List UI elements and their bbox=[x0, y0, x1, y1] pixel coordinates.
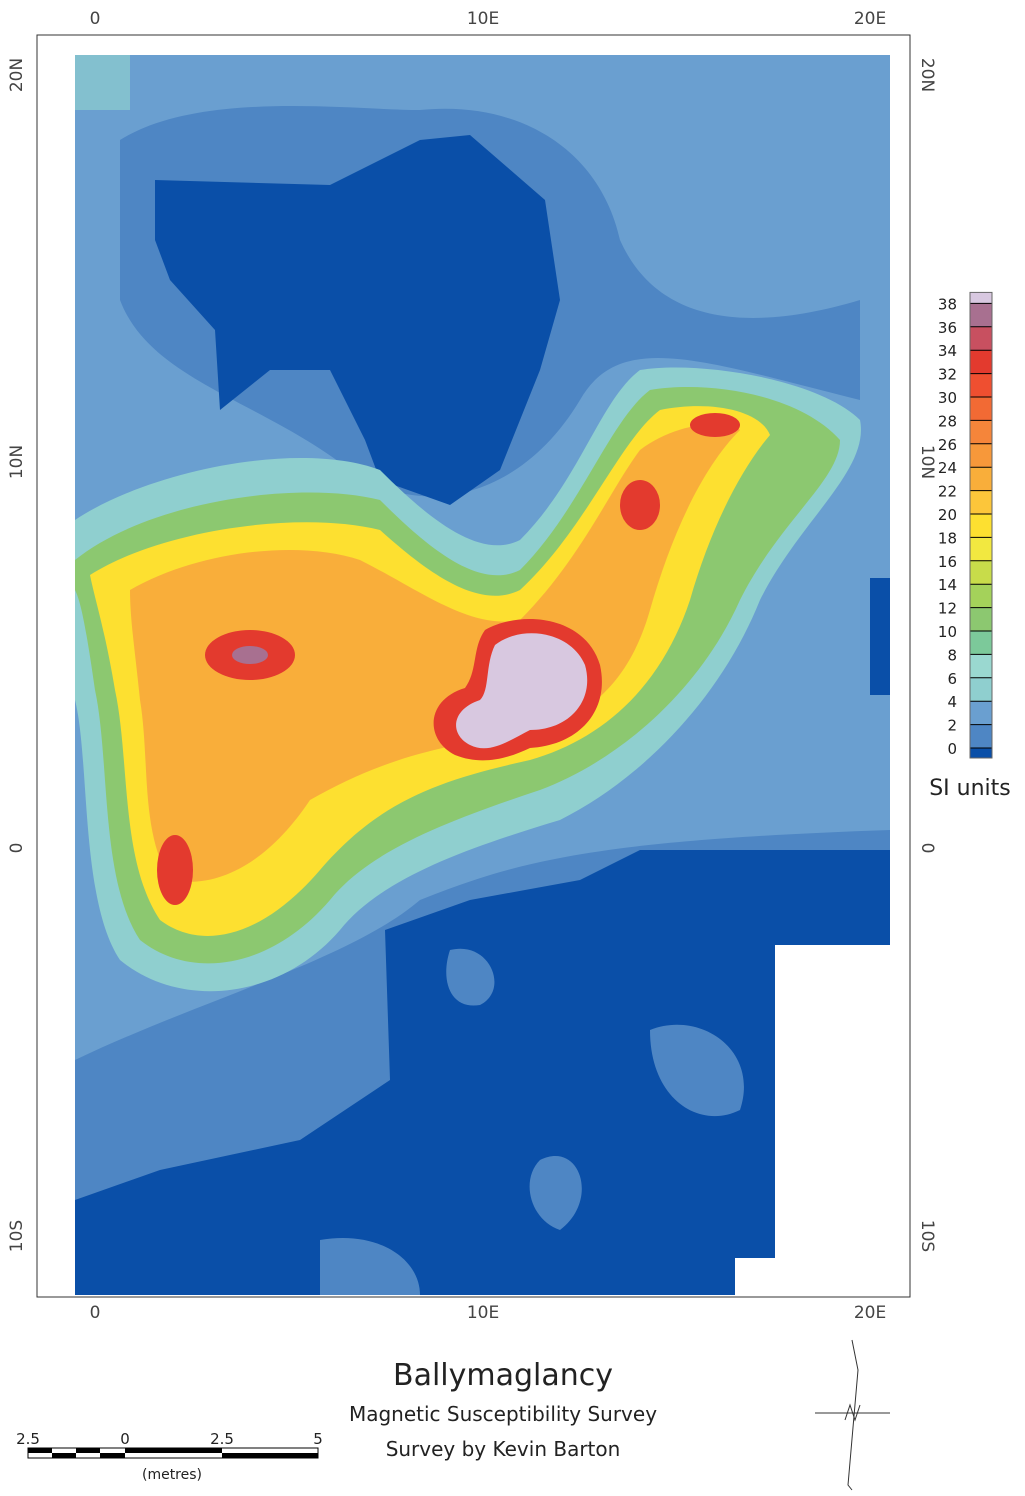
legend-band bbox=[970, 292, 992, 304]
legend-label: 32 bbox=[938, 366, 957, 384]
contour-map bbox=[75, 55, 892, 1297]
legend-label: 22 bbox=[938, 483, 957, 501]
peak-zone bbox=[232, 646, 268, 664]
low-zone bbox=[75, 578, 890, 1295]
legend-band bbox=[970, 303, 992, 327]
legend-band bbox=[970, 350, 992, 374]
legend-label: 10 bbox=[938, 623, 957, 641]
legend-label: 24 bbox=[938, 459, 957, 477]
legend-label: 6 bbox=[947, 670, 957, 688]
legend-band bbox=[970, 326, 992, 351]
legend-label: 20 bbox=[938, 506, 957, 524]
blue-zone bbox=[320, 948, 744, 1295]
top-label: 10E bbox=[467, 9, 499, 29]
legend-band bbox=[970, 514, 992, 538]
bottom-label: 0 bbox=[90, 1303, 101, 1323]
legend-band bbox=[970, 537, 992, 561]
legend-band bbox=[970, 701, 992, 725]
right-label: 20N bbox=[917, 58, 937, 92]
legend-band bbox=[970, 631, 992, 655]
legend-band bbox=[970, 724, 992, 748]
orange-zone bbox=[130, 424, 740, 882]
left-label: 10S bbox=[7, 1220, 27, 1252]
legend-band bbox=[970, 397, 992, 421]
legend-label: 28 bbox=[938, 412, 957, 430]
legend-label: 30 bbox=[938, 389, 957, 407]
peak-zone bbox=[456, 633, 588, 749]
right-label: 10S bbox=[917, 1220, 937, 1252]
legend-label: 0 bbox=[947, 740, 957, 758]
legend-label: 36 bbox=[938, 319, 957, 337]
legend-band bbox=[970, 467, 992, 491]
top-label: 20E bbox=[854, 9, 886, 29]
legend-label: 4 bbox=[947, 693, 957, 711]
legend-band bbox=[970, 677, 992, 702]
scale-label: 5 bbox=[313, 1430, 323, 1448]
scale-label: 0 bbox=[120, 1430, 130, 1448]
title: Ballymaglancy bbox=[393, 1358, 613, 1393]
axes: 0 10E 20E 0 10E 20E 20N 10N 0 10S 20N 10N 0 10S bbox=[7, 9, 937, 1323]
bottom-label: 20E bbox=[854, 1303, 886, 1323]
right-label: 10N bbox=[917, 445, 937, 479]
legend-band bbox=[970, 443, 992, 468]
legend-band bbox=[970, 607, 992, 631]
legend-band bbox=[970, 584, 992, 608]
legend-band bbox=[970, 748, 992, 758]
scale-unit: (metres) bbox=[142, 1467, 202, 1483]
low-zone bbox=[155, 135, 560, 505]
scale-bar bbox=[27, 1447, 319, 1459]
unsurveyed bbox=[735, 945, 892, 1297]
map-frame bbox=[36, 34, 911, 1298]
legend-label: 14 bbox=[938, 576, 957, 594]
right-label: 0 bbox=[917, 843, 937, 854]
legend-label: 34 bbox=[938, 342, 957, 360]
subtitle: Magnetic Susceptibility Survey bbox=[349, 1402, 657, 1426]
legend-band bbox=[970, 373, 992, 397]
legend-label: 26 bbox=[938, 436, 957, 454]
legend-label: 12 bbox=[938, 600, 957, 618]
legend-label: 2 bbox=[947, 717, 957, 735]
legend-label: 18 bbox=[938, 529, 957, 547]
scale-label: 2.5 bbox=[210, 1430, 234, 1448]
legend-unit: SI units bbox=[929, 776, 1011, 801]
legend-band bbox=[970, 420, 992, 444]
bottom-label: 10E bbox=[467, 1303, 499, 1323]
legend-label: 8 bbox=[947, 646, 957, 664]
left-label: 0 bbox=[7, 843, 27, 854]
scale-label: 2.5 bbox=[16, 1430, 40, 1448]
credit: Survey by Kevin Barton bbox=[386, 1437, 621, 1461]
legend-frame bbox=[969, 291, 993, 759]
legend-label: 16 bbox=[938, 553, 957, 571]
left-label: 20N bbox=[7, 58, 27, 92]
legend-band bbox=[970, 490, 992, 514]
legend-label: 38 bbox=[938, 295, 957, 313]
left-label: 10N bbox=[7, 445, 27, 479]
north-arrow bbox=[815, 1339, 890, 1491]
legend-band bbox=[970, 654, 992, 678]
legend-band bbox=[970, 560, 992, 585]
top-label: 0 bbox=[90, 9, 101, 29]
scale-labels: 2.5 0 2.5 5 (metres) bbox=[16, 1430, 323, 1483]
